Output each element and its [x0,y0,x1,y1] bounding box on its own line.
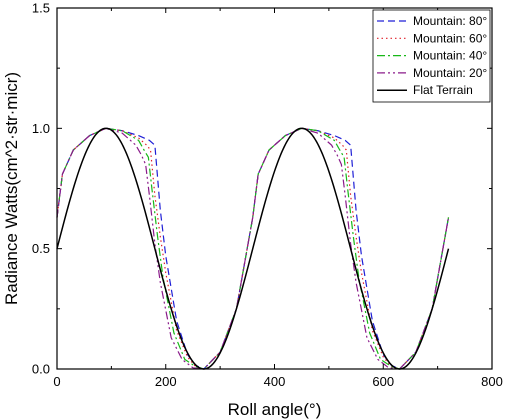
axis-tick-labels: 0 200 400 600 800 0.0 0.5 1.0 1.5 [32,1,503,390]
x-tick-label: 200 [155,374,177,389]
x-tick-label: 0 [53,374,60,389]
legend-label: Mountain: 20° [413,66,487,80]
y-tick-label: 0.0 [32,362,50,377]
legend-label: Mountain: 60° [413,31,487,45]
legend-label: Mountain: 80° [413,14,487,28]
series-line-4 [56,127,450,370]
series-lines [56,127,450,370]
x-axis-title: Roll angle(°) [228,400,322,419]
series-line-1 [56,127,450,370]
y-tick-label: 1.5 [32,1,50,16]
y-tick-label: 0.5 [32,241,50,256]
series-line-3 [56,127,450,370]
legend: Mountain: 80° Mountain: 60° Mountain: 40° M… [372,9,491,103]
x-tick-label: 800 [481,374,503,389]
x-tick-label: 400 [264,374,286,389]
legend-label: Mountain: 40° [413,49,487,63]
legend-box [372,9,491,103]
axis-ticks [56,7,493,370]
y-tick-label: 1.0 [32,121,50,136]
x-tick-label: 600 [372,374,394,389]
y-axis-title: Radiance Watts(cm^2·str·micr) [2,72,21,305]
series-line-0 [56,127,450,370]
legend-label: Flat Terrain [413,83,473,97]
